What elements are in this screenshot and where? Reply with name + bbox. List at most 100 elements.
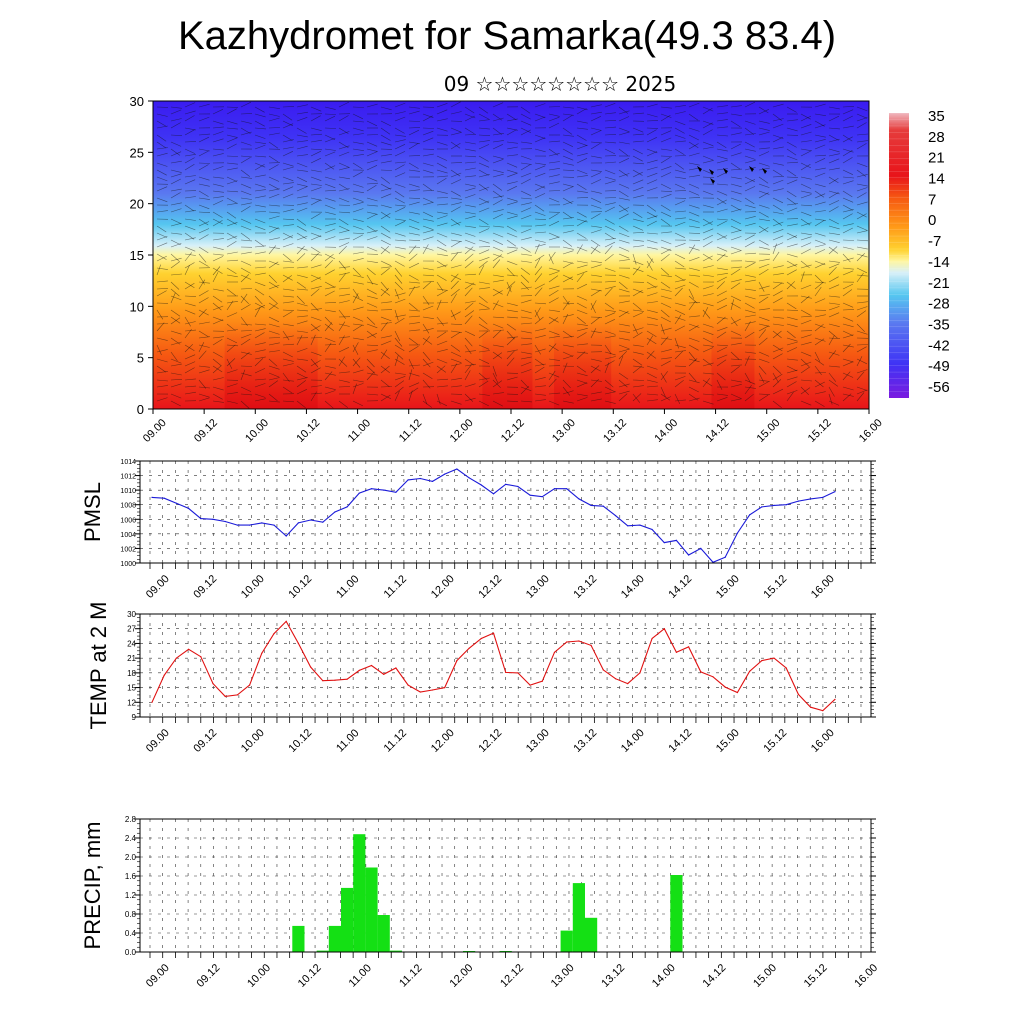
wind-barb [492,239,504,245]
wind-barb [156,365,167,373]
wind-barb [478,225,491,228]
wind-barb [548,197,560,203]
wind-barb [478,174,490,178]
wind-barb [674,314,682,325]
wind-barb [506,172,518,178]
wind-barb [156,253,167,260]
data-point [163,497,165,499]
wind-barb [408,232,420,236]
wind-barb [282,232,293,239]
wind-barb [688,281,699,288]
wind-barb [702,285,714,290]
wind-barb [632,267,644,272]
wind-barb [730,176,742,180]
wind-barb [730,183,742,188]
wind-barb [660,246,672,251]
wind-barb [814,144,826,150]
wind-barb [324,197,336,202]
wind-barb [422,372,433,379]
wind-barb [226,344,239,347]
wind-barb [170,337,181,345]
wind-barb [380,281,389,291]
wind-barb [408,346,419,353]
wind-barb [240,197,252,200]
data-point [797,693,800,696]
wind-barb [464,281,476,286]
wind-barb [702,106,714,112]
wind-barb [646,239,658,244]
wind-barb [716,126,728,129]
wind-barb [226,197,237,204]
wind-barb [520,267,530,275]
wind-barb [366,288,377,295]
wind-barb [520,164,531,171]
wind-barb [842,289,853,297]
wind-barb [240,190,252,196]
wind-barb [534,344,541,355]
wind-barb [576,120,588,124]
wind-barb [590,213,601,220]
wind-arrow-mark [749,166,754,172]
wind-barb [450,252,459,262]
wind-barb [688,141,699,149]
wind-barb [436,378,449,381]
wind-barb [548,289,559,297]
wind-barb [730,342,742,346]
wind-barb [828,323,840,327]
wind-barb [436,274,447,281]
wind-barb [688,113,699,121]
wind-barb [534,316,544,325]
wind-barb [562,148,573,155]
wind-barb [590,246,601,254]
wind-barb [380,169,393,171]
wind-barb [772,188,784,192]
wind-barb [842,213,853,220]
wind-barb [338,211,351,214]
data-point [785,667,787,669]
wind-barb [772,204,783,211]
wind-barb [156,236,168,241]
wind-barb [198,103,210,108]
wind-barb [310,199,321,206]
wind-barb [856,230,868,234]
x-tick-label: 09.00 [141,417,169,445]
wind-barb [660,371,668,381]
wind-barb [338,218,349,226]
wind-barb [814,323,824,332]
wind-barb [548,297,559,304]
wind-barb [534,283,545,290]
wind-barb [380,266,392,269]
wind-barb [352,258,364,262]
wind-barb [380,193,392,199]
wind-barb [548,213,559,220]
y-tick-label: 2.8 [125,815,137,824]
wind-barb [478,106,489,114]
data-point [736,691,739,694]
x-tick-label: 15.12 [802,962,830,990]
wind-barb [268,246,280,249]
wind-barb [184,179,196,185]
wind-barb [324,223,336,227]
wind-barb [562,365,575,367]
wind-barb [422,274,435,277]
wind-barb [156,255,167,262]
wind-barb [464,302,474,311]
wind-barb [842,109,854,115]
wind-barb [170,118,182,122]
data-point [651,637,653,640]
wind-barb [772,372,779,383]
wind-barb [352,358,361,368]
wind-barb [534,193,546,199]
data-point [639,672,641,674]
wind-barb [520,356,532,360]
wind-barb [576,106,588,111]
wind-barb [716,235,728,241]
x-tick-label: 11.12 [397,417,424,444]
y-tick-label: 15 [130,248,144,263]
wind-barb [478,155,489,162]
data-point [517,672,519,674]
wind-barb [226,127,238,130]
x-tick-label: 10.12 [296,962,324,990]
wind-barb [422,197,434,203]
wind-barb [786,358,798,361]
